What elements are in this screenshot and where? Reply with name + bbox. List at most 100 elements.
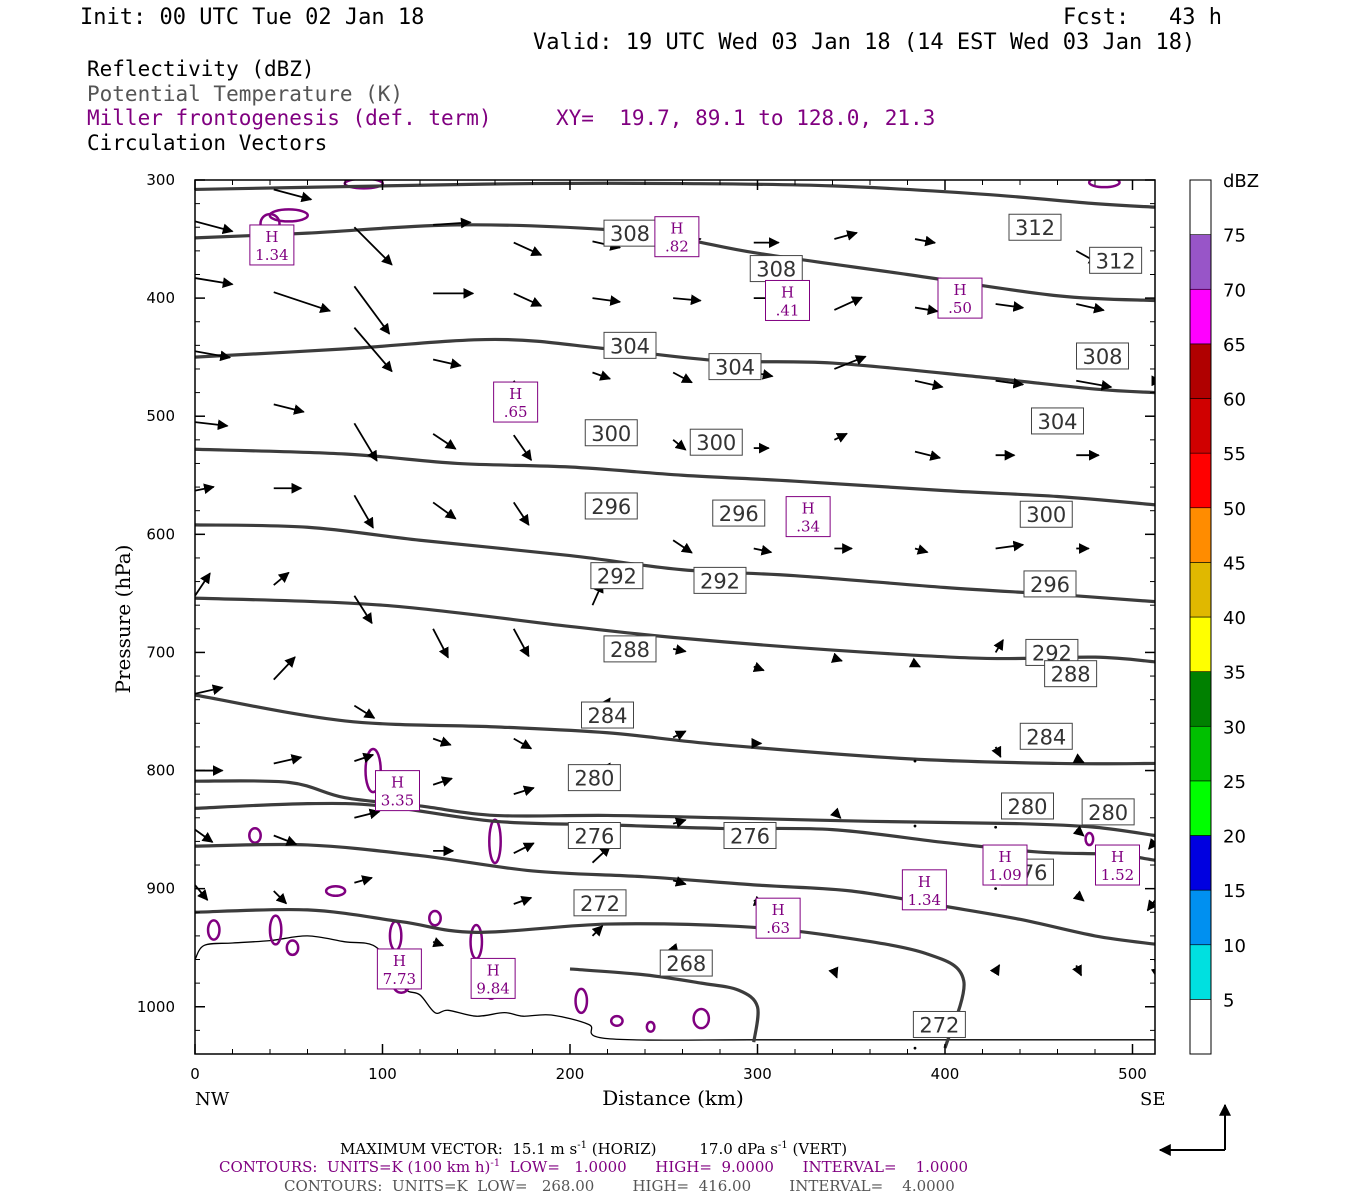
theta-contour-288 <box>195 693 1155 766</box>
colorbar-label: 5 <box>1223 990 1234 1011</box>
svg-text:.50: .50 <box>948 299 972 317</box>
svg-text:312: 312 <box>1015 216 1055 240</box>
theta-label-14: 292 <box>590 562 644 590</box>
vector-33 <box>432 501 457 520</box>
vector-78 <box>834 355 867 370</box>
colorbar-label: 75 <box>1223 226 1246 247</box>
svg-text:H: H <box>953 281 966 299</box>
colorbar-swatch <box>1189 507 1212 563</box>
colorbar-swatch <box>1189 562 1212 618</box>
vector-35 <box>432 736 452 747</box>
colorbar-label: 10 <box>1223 936 1246 957</box>
legend-miller: Miller frontogenesis (def. term) <box>87 106 492 130</box>
vector-25 <box>353 704 376 719</box>
vector-96 <box>995 540 1025 552</box>
vector-57 <box>591 925 604 937</box>
fronto-contour-info: CONTOURS: UNITS=K (100 km h)-1 LOW= 1.00… <box>219 1158 969 1176</box>
colorbar: 5 10 15 20 25 30 35 40 45 50 55 60 65 70 75 dBZ <box>1189 171 1259 1055</box>
fronto-contour-7 <box>206 919 221 941</box>
vector-85 <box>914 304 939 316</box>
fronto-contour-1 <box>268 208 309 223</box>
svg-text:H: H <box>509 385 522 403</box>
theta-label-15: 292 <box>693 566 747 594</box>
vector-83 <box>828 966 839 979</box>
init-time: Init: 00 UTC Tue 02 Jan 18 <box>80 5 425 30</box>
x-axis-label: Distance (km) <box>602 1086 744 1110</box>
svg-text:1.34: 1.34 <box>908 891 941 909</box>
vector-21 <box>353 327 393 373</box>
vector-93 <box>995 301 1025 312</box>
svg-text:H: H <box>391 774 404 792</box>
ground-surface <box>195 935 1155 1041</box>
theta-label-23: 280 <box>1081 798 1135 826</box>
theta-contour-280 <box>195 801 1155 862</box>
vector-2 <box>195 350 232 362</box>
colorbar-label: 55 <box>1223 444 1246 465</box>
nw-label: NW <box>195 1089 230 1110</box>
vector-59 <box>673 294 702 306</box>
vector-101 <box>989 964 1001 977</box>
fronto-contour-11 <box>428 909 442 927</box>
fronto-contour-16 <box>609 1014 624 1027</box>
vector-38 <box>432 937 445 948</box>
plot-frame <box>194 179 1156 1055</box>
vector-100 <box>994 887 998 891</box>
vector-26 <box>354 752 375 764</box>
theta-label-9: 300 <box>689 428 743 456</box>
theta-label-17: 288 <box>603 635 657 663</box>
vector-84 <box>914 235 937 247</box>
forecast-hour: Fcst: 43 h <box>1063 5 1222 30</box>
vector-28 <box>354 875 373 886</box>
vector-72 <box>753 544 773 556</box>
x-tick-label: 300 <box>743 1065 772 1083</box>
colorbar-swatch <box>1189 398 1212 454</box>
fronto-max-12: H9.84 <box>470 957 516 999</box>
vector-90 <box>913 759 917 763</box>
vector-97 <box>993 639 1004 653</box>
vector-103 <box>1076 302 1105 314</box>
theta-labels: 312 312 308 308 308 304 304 304 300 300 300 296 296 2… <box>567 213 1143 1038</box>
vector-3 <box>195 419 229 431</box>
svg-text:296: 296 <box>591 495 631 519</box>
theta-label-10: 300 <box>1019 500 1073 528</box>
colorbar-label: 70 <box>1223 280 1246 301</box>
vector-56 <box>591 845 611 864</box>
theta-contours <box>195 181 1155 1049</box>
svg-text:296: 296 <box>719 502 759 526</box>
svg-text:272: 272 <box>580 892 620 916</box>
theta-label-8: 300 <box>584 419 638 447</box>
svg-text:H: H <box>781 283 794 301</box>
svg-text:304: 304 <box>610 334 650 358</box>
vector-12 <box>273 403 305 415</box>
x-tick-label: 100 <box>368 1065 397 1083</box>
colorbar-swatch <box>1189 889 1212 946</box>
vector-46 <box>513 785 535 796</box>
fronto-max-6: H3.35 <box>375 770 420 812</box>
svg-text:1.34: 1.34 <box>255 246 288 264</box>
colorbar-frame <box>1189 179 1212 1055</box>
fronto-contour-9 <box>285 939 300 957</box>
theta-contour-296 <box>195 523 1155 604</box>
theta-label-1: 312 <box>1089 246 1143 274</box>
svg-text:292: 292 <box>700 569 740 593</box>
vector-88 <box>914 544 929 555</box>
vector-39 <box>513 241 543 256</box>
vector-91 <box>913 824 917 828</box>
legend-circulation: Circulation Vectors <box>87 131 328 155</box>
y-tick-label: 800 <box>146 762 175 780</box>
vector-63 <box>672 644 687 655</box>
fronto-contour-8 <box>268 914 283 946</box>
colorbar-swatch <box>1189 452 1212 509</box>
legend-theta: Potential Temperature (K) <box>87 82 404 106</box>
vector-key-icon <box>1158 1103 1231 1156</box>
theta-label-13: 296 <box>1023 570 1077 598</box>
theta-contour-304 <box>195 337 1155 395</box>
colorbar-swatch <box>1189 671 1212 727</box>
vector-5 <box>195 572 211 597</box>
vector-18 <box>273 890 288 905</box>
svg-text:284: 284 <box>587 704 627 728</box>
vector-115 <box>1146 899 1155 912</box>
svg-text:H: H <box>265 228 278 246</box>
fronto-max-9: H1.34 <box>901 869 947 911</box>
vector-94 <box>995 377 1025 389</box>
